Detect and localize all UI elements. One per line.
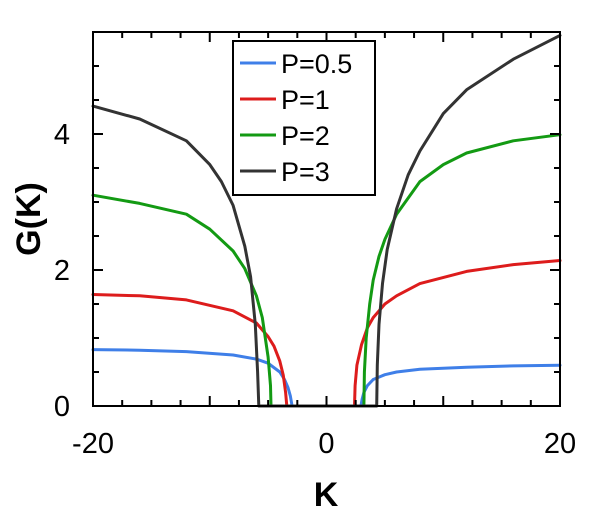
series-line-2 (91, 133, 562, 408)
legend-label-2: P=2 (281, 121, 330, 151)
y-axis-title: G(K) (10, 182, 48, 256)
y-tick-label: 0 (54, 391, 70, 423)
legend-label-0: P=0.5 (281, 49, 352, 79)
x-tick-label: 0 (318, 428, 334, 460)
y-tick-label: 2 (54, 255, 70, 287)
series-line-1 (91, 259, 562, 408)
x-tick-label: 20 (544, 428, 576, 460)
legend-box (232, 40, 376, 196)
legend-label-1: P=1 (281, 85, 330, 115)
legend-label-3: P=3 (281, 157, 330, 187)
y-tick-label: 4 (54, 119, 70, 151)
ticks-layer (92, 31, 561, 407)
x-axis-title: K (314, 476, 339, 514)
legend: P=0.5 P=1 P=2 P=3 (232, 40, 376, 196)
x-tick-label: -20 (72, 428, 114, 460)
